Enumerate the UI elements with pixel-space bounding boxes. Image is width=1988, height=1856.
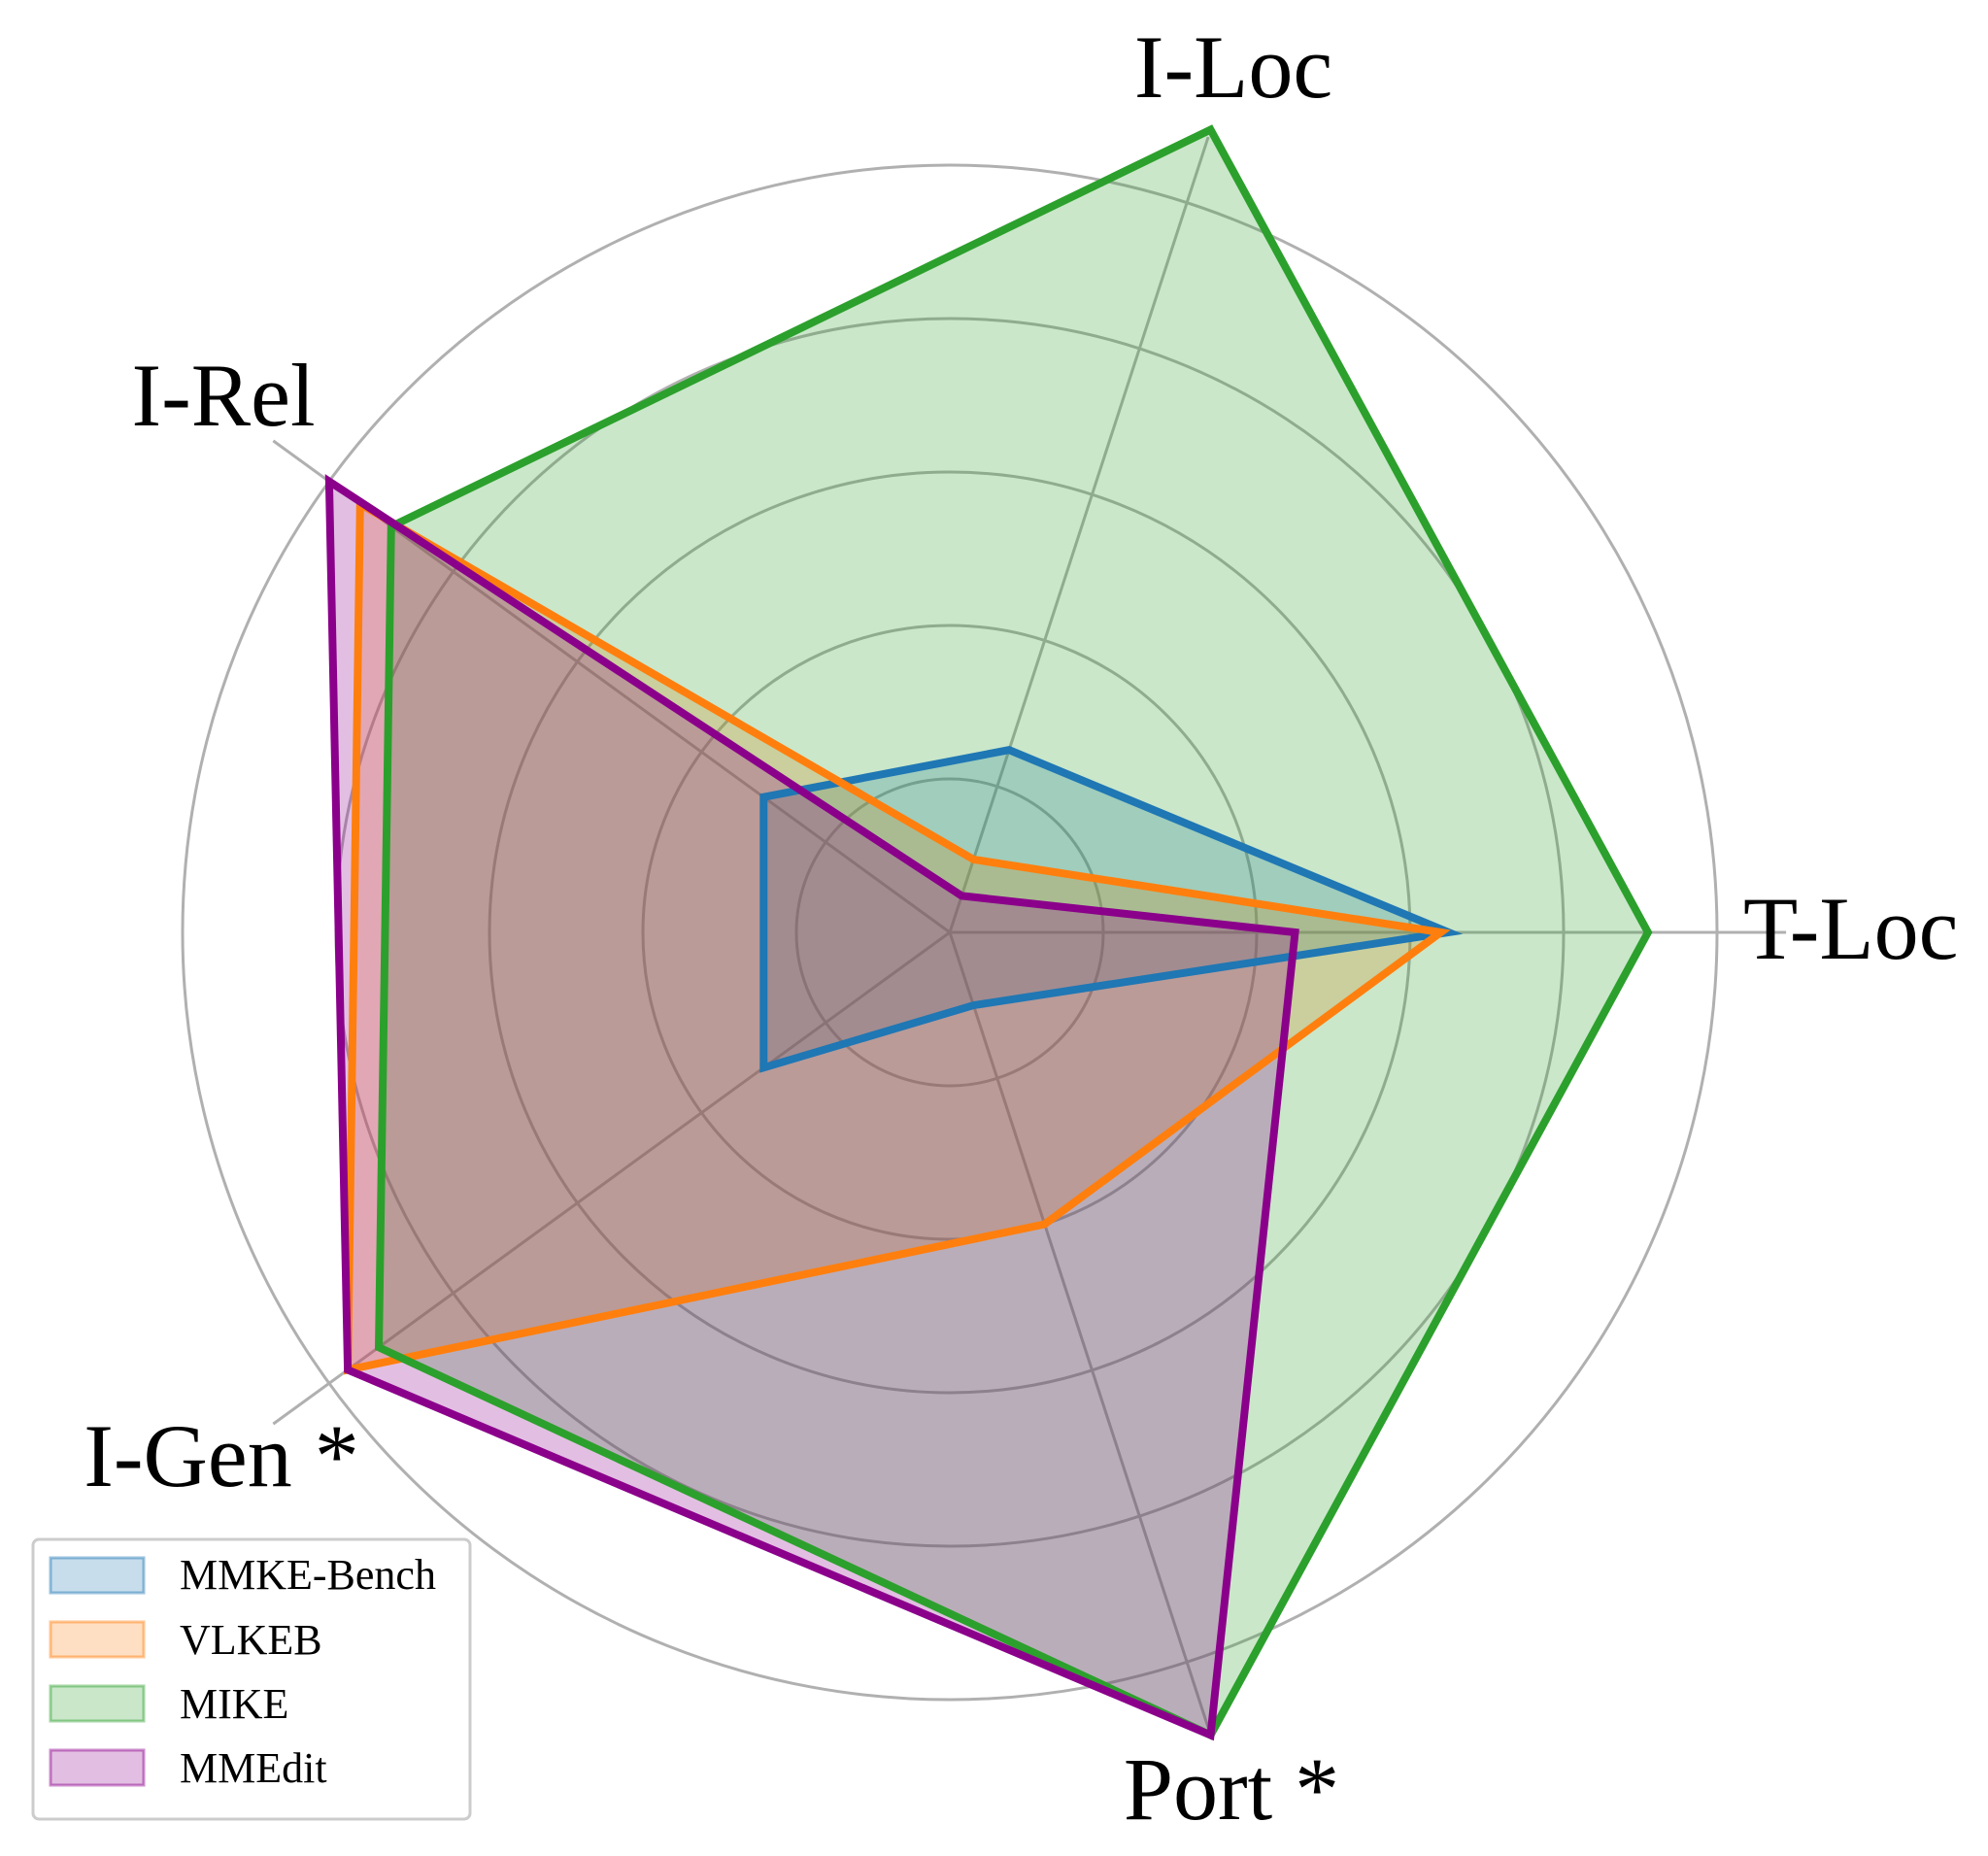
grid-spoke — [948, 136, 1210, 933]
radar-grid — [181, 136, 1787, 1729]
legend-entry: MIKE — [49, 1680, 288, 1728]
legend-swatch-2 — [49, 1684, 146, 1723]
legend-frame — [31, 1537, 472, 1821]
legend-entry: MMKE-Bench — [49, 1551, 436, 1599]
legend-swatch-3 — [49, 1748, 146, 1787]
legend-entry: MMEdit — [49, 1744, 327, 1792]
legend-label-2: MIKE — [180, 1680, 288, 1728]
legend-label-3: MMEdit — [180, 1744, 327, 1792]
grid-spoke — [948, 931, 1210, 1729]
axis-label-1: I-Loc — [1134, 17, 1332, 117]
radar-series — [324, 124, 1653, 1741]
series-line — [759, 746, 1464, 1073]
series-line — [374, 124, 1653, 1740]
axis-label-2: I-Rel — [131, 346, 315, 445]
legend-label-0: MMKE-Bench — [180, 1551, 436, 1599]
axis-label-0: T-Loc — [1743, 879, 1958, 978]
series-line — [324, 474, 1299, 1741]
grid-spoke — [272, 930, 951, 1426]
axis-label-4: Port * — [1124, 1739, 1339, 1839]
series-line — [344, 497, 1451, 1375]
legend-swatch-1 — [49, 1620, 146, 1659]
legend-entry: VLKEB — [49, 1616, 322, 1664]
legend-swatch-0 — [49, 1556, 146, 1595]
legend-label-1: VLKEB — [180, 1616, 322, 1664]
series-area — [328, 481, 1296, 1736]
legend: MMKE-Bench VLKEB MIKE MMEdit — [31, 1537, 472, 1821]
axis-label-3: I-Gen * — [84, 1406, 359, 1505]
series-area — [379, 129, 1648, 1736]
axis-labels: T-Loc I-Loc I-Rel I-Gen * Port * — [84, 17, 1958, 1839]
series-area — [348, 503, 1441, 1370]
